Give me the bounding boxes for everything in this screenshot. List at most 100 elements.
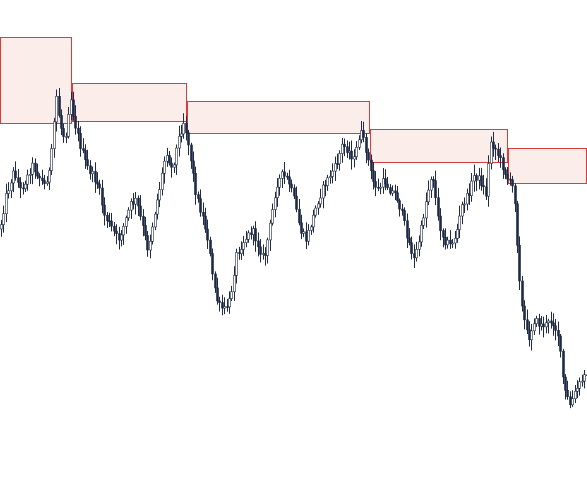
candle-body <box>331 170 334 177</box>
candle-body <box>583 374 586 382</box>
candle <box>55 89 58 132</box>
candle-body <box>557 330 560 337</box>
candle <box>115 224 118 245</box>
candle <box>458 205 461 239</box>
candle-body <box>91 171 94 175</box>
candle <box>494 144 497 160</box>
candle <box>43 174 46 190</box>
candle-body <box>233 275 236 293</box>
candle-body <box>475 175 478 181</box>
candle-body <box>223 306 226 309</box>
candle-body <box>365 137 368 153</box>
candle-body <box>408 237 411 243</box>
candle-body <box>538 318 541 327</box>
candle <box>252 225 255 246</box>
candle-body <box>98 183 101 189</box>
candle <box>374 171 377 197</box>
candle <box>466 188 469 211</box>
candle-body <box>228 298 231 308</box>
candle-body <box>358 139 361 148</box>
candle <box>137 195 140 216</box>
candle <box>62 123 65 143</box>
candle-body <box>202 211 205 217</box>
candle-body <box>533 323 536 332</box>
candle-body <box>0 224 3 230</box>
candle-body <box>29 173 32 176</box>
candle <box>530 323 533 351</box>
candle <box>118 226 121 250</box>
candle <box>58 88 61 118</box>
candle-body <box>576 388 579 392</box>
candle-body <box>530 330 533 341</box>
candle-body <box>17 177 20 183</box>
candle-body <box>480 175 483 186</box>
candle-body <box>542 323 545 328</box>
candle <box>422 213 425 230</box>
candle <box>29 168 32 184</box>
candle-body <box>482 185 485 188</box>
candle <box>379 182 382 195</box>
candle <box>2 205 5 233</box>
candle-body <box>338 153 341 165</box>
candle-body <box>154 213 157 228</box>
candle <box>50 143 53 176</box>
candle-body <box>552 322 555 327</box>
candle-body <box>254 228 257 242</box>
candle <box>163 156 166 184</box>
candle <box>502 153 505 179</box>
candle <box>350 140 353 170</box>
candle <box>470 173 473 202</box>
candle <box>367 148 370 166</box>
candle-body <box>384 178 387 185</box>
candle-body <box>341 143 344 154</box>
candle <box>238 246 241 260</box>
candle-body <box>283 171 286 177</box>
candle-body <box>545 322 548 328</box>
candle <box>10 179 13 198</box>
candle <box>514 183 517 213</box>
candle-body <box>238 252 241 254</box>
candle-body <box>422 217 425 226</box>
candle <box>139 195 142 221</box>
candle <box>420 220 423 247</box>
candle-body <box>559 335 562 352</box>
candle-body <box>326 177 329 186</box>
candle-body <box>266 239 269 256</box>
candle-body <box>300 222 303 234</box>
candle-body <box>166 155 169 162</box>
candle <box>194 166 197 205</box>
candle <box>125 215 128 234</box>
candle-body <box>113 225 116 232</box>
candle-body <box>43 180 46 184</box>
candle-body <box>463 203 466 206</box>
candle <box>122 223 125 245</box>
candle-body <box>178 136 181 149</box>
candle-body <box>415 249 418 259</box>
candle <box>415 241 418 262</box>
candle-body <box>314 207 317 216</box>
candle-body <box>216 287 219 302</box>
candle-body <box>132 201 135 205</box>
candle <box>331 163 334 184</box>
candle <box>518 236 521 291</box>
candle <box>446 236 449 249</box>
candle <box>310 224 313 235</box>
candle-body <box>574 390 577 399</box>
candle-body <box>449 239 452 244</box>
candle-body <box>394 190 397 194</box>
candle <box>216 277 219 305</box>
candles-layer <box>0 88 587 409</box>
candle-body <box>319 197 322 205</box>
candle-body <box>192 160 195 174</box>
candle-body <box>454 238 457 244</box>
candle-body <box>161 172 164 190</box>
candle-body <box>110 220 113 227</box>
candle-body <box>106 214 109 222</box>
supply-zones-layer <box>0 37 587 184</box>
candle-body <box>168 155 171 164</box>
candle <box>449 230 452 249</box>
candle-body <box>77 127 80 134</box>
candle <box>166 147 169 167</box>
candle <box>427 180 430 206</box>
candle-body <box>516 203 519 246</box>
